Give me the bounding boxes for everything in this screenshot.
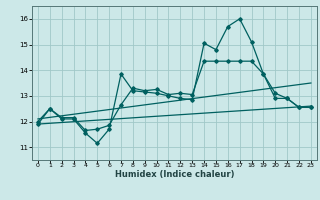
X-axis label: Humidex (Indice chaleur): Humidex (Indice chaleur) xyxy=(115,170,234,179)
